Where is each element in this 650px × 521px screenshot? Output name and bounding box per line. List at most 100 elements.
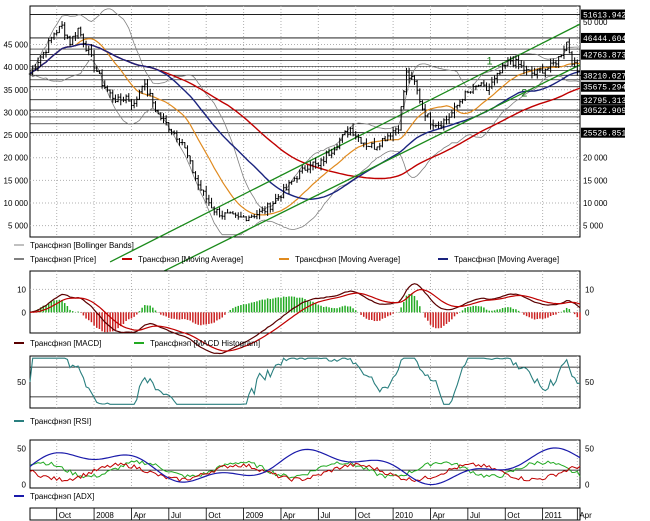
price-ytick-right-4: 5 000: [583, 222, 604, 231]
xtick-label-4: Oct: [208, 511, 221, 520]
macd-yaxis: 10 10 0 0: [17, 285, 594, 317]
xtick-label-6: Apr: [283, 511, 296, 520]
adx-diplus: [29, 459, 581, 479]
price-ytick-right-2: 15 000: [583, 176, 608, 185]
price-ytick-left-5: 20 000: [4, 154, 29, 163]
legend-ma-blue: Трансфнэп [Moving Average]: [454, 255, 559, 264]
price-series-group: [28, 8, 582, 286]
level-tag-4: [581, 81, 625, 92]
ma-orange-line: [29, 38, 581, 216]
price-legend: Трансфнэп [Bollinger Bands] Трансфнэп [P…: [14, 241, 559, 264]
legend-bollinger: Трансфнэп [Bollinger Bands]: [30, 241, 134, 250]
adx-ytick-left-1: 0: [22, 480, 27, 489]
time-axis-labels: Oct 2008 Apr Jul Oct 2009 Apr Jul Oct 2010 Apr Jul O…: [56, 508, 592, 520]
rsi-line: [29, 357, 580, 405]
channel-label-2: 2: [521, 88, 527, 100]
price-ytick-left-6: 15 000: [4, 176, 29, 185]
level-label-6: 30522.909: [583, 107, 626, 116]
adx-panel: 50 50 0 0: [17, 439, 594, 490]
level-label-4: 35675.294: [583, 84, 626, 93]
adx-diminus: [29, 462, 581, 483]
adx-line: [29, 447, 581, 486]
level-labels: 51613.942 46444.604 42763.873 38210.027 3567…: [581, 9, 626, 139]
macd-ytick-right-0: 10: [585, 285, 594, 294]
legend-ma-red: Трансфнэп [Moving Average]: [138, 255, 243, 264]
legend-ma-orange: Трансфнэп [Moving Average]: [295, 255, 400, 264]
adx-ytick-right-1: 0: [585, 480, 590, 489]
rsi-yaxis: 50 50: [17, 378, 594, 387]
price-ytick-right-0: 50 000: [583, 18, 608, 27]
macd-panel: 10 10 0 0: [17, 270, 594, 355]
xtick-label-7: Jul: [320, 511, 330, 520]
level-label-5: 32795.313: [583, 97, 626, 106]
price-ytick-left-2: 35 000: [4, 86, 29, 95]
price-ytick-left-0: 45 000: [4, 41, 29, 50]
adx-ytick-left-0: 50: [17, 445, 26, 454]
price-ytick-left-4: 25 000: [4, 131, 29, 140]
macd-ytick-left-1: 0: [22, 308, 27, 317]
level-label-1: 46444.604: [583, 35, 626, 44]
xtick-label-14: Apr: [579, 511, 592, 520]
level-label-7: 25526.851: [583, 130, 626, 139]
level-tag-6: [581, 105, 625, 116]
macd-line: [29, 283, 581, 355]
xtick-label-5: 2009: [246, 511, 264, 520]
level-tag-0: [581, 9, 625, 20]
macd-histogram: [31, 293, 581, 333]
price-plot-area: [29, 5, 581, 238]
level-label-0: 51613.942: [583, 12, 626, 21]
rsi-ytick-left-0: 50: [17, 378, 26, 387]
xtick-label-10: Apr: [432, 511, 445, 520]
xtick-label-0: Oct: [59, 511, 72, 520]
adx-yaxis: 50 50 0 0: [17, 445, 594, 490]
legend-macd-hist: Трансфнэп [MACD Histogram]: [150, 339, 260, 348]
price-ytick-right-1: 20 000: [583, 154, 608, 163]
price-ytick-left-3: 30 000: [4, 108, 29, 117]
level-label-3: 38210.027: [583, 72, 626, 81]
price-ytick-left-7: 10 000: [4, 199, 29, 208]
bollinger-lower: [29, 58, 581, 236]
rsi-ytick-right-0: 50: [585, 378, 594, 387]
price-ytick-right-3: 10 000: [583, 199, 608, 208]
level-tag-7: [581, 127, 625, 138]
adx-ytick-right-0: 50: [585, 445, 594, 454]
xtick-label-3: Jul: [171, 511, 181, 520]
macd-legend: Трансфнэп [MACD] Трансфнэп [MACD Histogr…: [14, 339, 260, 348]
channel-upper: [109, 23, 581, 263]
level-label-2: 42763.873: [583, 52, 626, 61]
level-tag-5: [581, 94, 625, 105]
legend-macd: Трансфнэп [MACD]: [30, 339, 101, 348]
legend-rsi: Трансфнэп [RSI]: [30, 417, 91, 426]
rsi-legend: Трансфнэп [RSI]: [14, 417, 91, 426]
time-axis-box: [29, 507, 581, 521]
legend-price: Трансфнэп [Price]: [30, 255, 96, 264]
support-resistance-levels: [30, 14, 580, 134]
level-tag-3: [581, 70, 625, 81]
rsi-panel: 50 50: [17, 355, 594, 409]
time-axis: Oct 2008 Apr Jul Oct 2009 Apr Jul Oct 2010 Apr Jul O…: [29, 507, 592, 521]
macd-lines: [29, 283, 581, 355]
xtick-label-9: 2010: [395, 511, 413, 520]
xtick-label-1: 2008: [96, 511, 114, 520]
xtick-label-11: Jul: [470, 511, 480, 520]
price-yaxis-right: 50 000 20 000 15 000 10 000 5 000: [583, 18, 608, 231]
rsi-path: [29, 357, 580, 405]
price-yaxis-left: 45 000 40 000 35 000 30 000 25 000 20 000 15 0…: [4, 41, 29, 231]
price-ytick-left-1: 40 000: [4, 63, 29, 72]
xtick-label-12: Oct: [507, 511, 520, 520]
xtick-label-2: Apr: [133, 511, 146, 520]
macd-ytick-right-1: 0: [585, 308, 590, 317]
adx-legend: Трансфнэп [ADX]: [14, 492, 94, 501]
price-ytick-left-8: 5 000: [8, 222, 29, 231]
channel-lower: [136, 64, 581, 286]
macd-ytick-left-0: 10: [17, 285, 26, 294]
adx-plot-area: [29, 439, 581, 489]
channel-label-1: 1: [487, 55, 493, 67]
macd-signal-line: [29, 289, 581, 352]
adx-lines: [29, 447, 581, 486]
xtick-label-13: 2011: [545, 511, 563, 520]
xtick-label-8: Oct: [358, 511, 371, 520]
legend-adx: Трансфнэп [ADX]: [30, 492, 94, 501]
